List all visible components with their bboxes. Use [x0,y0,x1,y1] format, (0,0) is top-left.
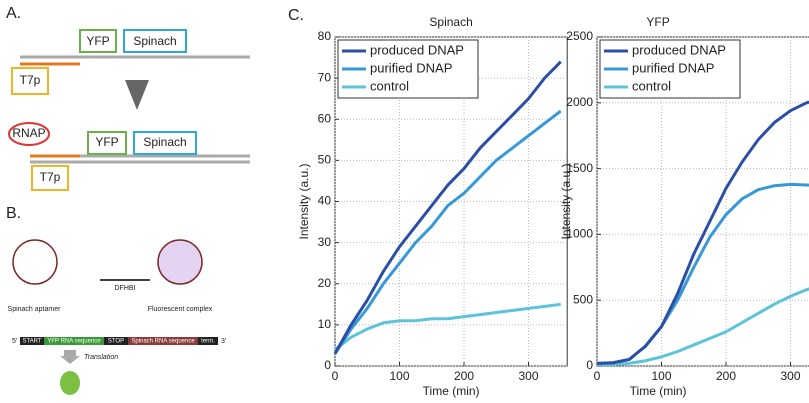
protein-icon [60,371,80,395]
y-tick-label: 1500 [566,161,593,175]
aptamer-text: Spinach aptamer [8,306,62,313]
legend-label: produced DNAP [632,42,726,57]
yfp-box [79,29,117,53]
complex-shape [157,239,203,285]
legend-label: purified DNAP [370,60,452,75]
y-axis-label: Intensity (a.u.) [297,163,311,239]
construct-text: 3' [221,338,226,345]
spinach-seq-box [128,337,198,345]
x-axis-label: Time (min) [630,384,687,398]
spinach-box [133,131,197,155]
construct-text: YFP RNA sequence [47,339,101,345]
translation-arrow [60,350,80,364]
rnap-oval [8,122,50,146]
construct-text: STOP [108,339,124,345]
chart-title: Spinach [429,15,472,29]
x-tick-label: 200 [454,369,474,383]
x-tick-label: 200 [716,369,736,383]
t7p-box [11,67,49,95]
data-line [596,287,809,367]
term-box [198,337,218,345]
construct-text: 5' [12,338,17,345]
legend-label: control [370,78,409,93]
t7p-box [31,165,69,191]
x-axis-label: Time (min) [423,384,480,398]
y-tick-label: 500 [573,292,593,306]
legend-label: purified DNAP [632,60,714,75]
x-tick-label: 100 [389,369,409,383]
y-tick-label: 0 [586,358,593,372]
spinach-box [123,29,187,53]
t7p-text: T7p [40,170,61,184]
y-tick-label: 0 [324,358,331,372]
t7p-text: T7p [20,73,41,87]
y-tick-label: 50 [318,153,332,167]
data-line [334,302,561,351]
y-tick-label: 60 [318,111,332,125]
y-tick-label: 30 [318,235,332,249]
chart-title: YFP [646,15,669,29]
data-line [596,100,809,365]
panel-label: C. [288,7,304,24]
start-box [20,337,44,345]
legend-label: control [632,78,671,93]
panel-label: A. [6,5,21,22]
x-tick-label: 100 [651,369,671,383]
y-tick-label: 20 [318,276,332,290]
y-tick-label: 40 [318,194,332,208]
arrow-down [125,80,149,110]
complex-text: Fluorescent complex [148,306,213,313]
construct-text: Spinach RNA sequence [131,339,195,345]
translation-text: Translation [84,354,118,361]
aptamer-shape [12,239,58,285]
yfp-seq-box [44,337,104,345]
y-tick-label: 10 [318,317,332,331]
data-line [333,60,562,355]
y-tick-label: 70 [318,70,332,84]
construct-text: term. [201,339,215,345]
construct-text: START [22,339,41,345]
y-tick-label: 2000 [566,95,593,109]
y-tick-label: 80 [318,29,332,43]
y-axis-label: Intensity (a.u.) [559,163,573,239]
yfp-text: YFP [95,135,118,149]
legend-label: produced DNAP [370,42,464,57]
spinach-text: Spinach [133,34,176,48]
rnap-text: RNAP [12,126,45,140]
stop-box [104,337,128,345]
ligand-text: DFHBI [115,285,136,292]
yfp-text: YFP [86,34,109,48]
y-tick-label: 1000 [566,227,593,241]
yfp-box [87,131,127,155]
data-line [333,109,562,355]
x-tick-label: 0 [332,369,339,383]
spinach-text: Spinach [143,135,186,149]
y-tick-label: 2500 [566,29,593,43]
x-tick-label: 0 [594,369,601,383]
x-tick-label: 300 [518,369,538,383]
x-tick-label: 300 [780,369,800,383]
panel-label: B. [6,205,21,222]
